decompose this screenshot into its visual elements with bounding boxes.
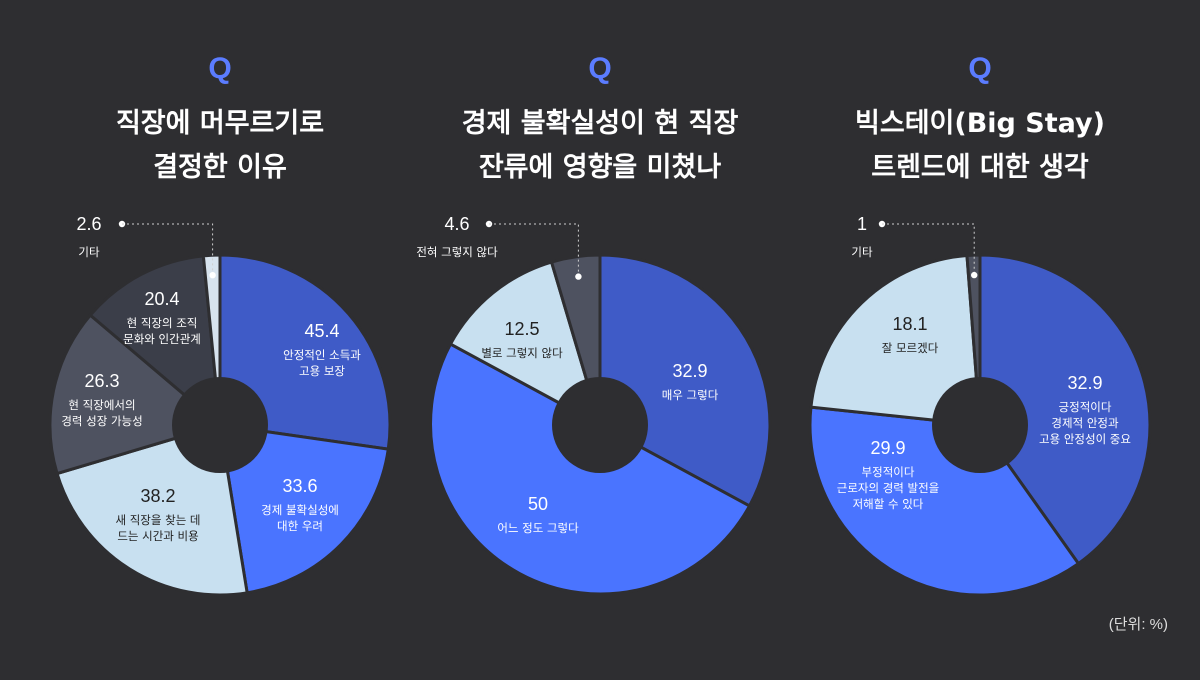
slice-label: 경제적 안정과: [1051, 416, 1119, 430]
pie-slice: [218, 423, 390, 595]
donut-hole: [172, 377, 268, 473]
slice-label: 드는 시간과 비용: [117, 529, 198, 543]
callout-value: 2.6: [76, 214, 101, 234]
slice-label: 경제 불확실성에: [261, 503, 339, 517]
slice-label: 근로자의 경력 발전을: [837, 481, 940, 495]
chart-title-line: 빅스테이(Big Stay): [855, 108, 1105, 139]
callout-line: [882, 223, 975, 276]
pie-slice: [978, 253, 1152, 566]
pie-slice: [218, 253, 392, 451]
slice-value: 50: [528, 494, 548, 514]
slice-label: 새 직장을 찾는 데: [115, 513, 200, 527]
callout-dot: [971, 271, 978, 279]
slice-label: 잘 모르겠다: [882, 341, 939, 355]
pie-slice: [808, 405, 1080, 597]
slice-value: 12.5: [504, 319, 539, 339]
slice-value: 45.4: [304, 321, 339, 341]
slice-value: 32.9: [1067, 373, 1102, 393]
callout-label: 기타: [851, 245, 873, 259]
slice-label: 부정적이다: [862, 465, 915, 479]
donut-hole: [932, 377, 1028, 473]
slice-label: 현 직장에서의: [68, 398, 135, 412]
callout-value: 1: [857, 214, 867, 234]
slice-value: 26.3: [84, 371, 119, 391]
callout-value: 4.6: [444, 214, 469, 234]
pie-slice: [88, 254, 222, 427]
chart-title-line: 트렌드에 대한 생각: [871, 152, 1089, 183]
slice-label: 어느 정도 그렇다: [497, 521, 579, 535]
slice-value: 33.6: [282, 476, 317, 496]
slice-label: 고용 보장: [299, 364, 345, 378]
slice-label: 별로 그렇지 않다: [481, 346, 563, 360]
slice-value: 38.2: [140, 486, 175, 506]
slice-label: 긍정적이다: [1059, 400, 1112, 414]
slice-label: 저해할 수 있다: [853, 497, 924, 511]
slice-label: 고용 안정성이 중요: [1039, 432, 1131, 446]
slice-label: 대한 우려: [277, 519, 323, 533]
callout-line: [122, 223, 214, 276]
chart-title-line: 결정한 이유: [153, 152, 287, 183]
callout-dot: [575, 273, 582, 280]
chart-title-line: 경제 불확실성이 현 직장: [462, 108, 739, 139]
slice-value: 18.1: [892, 314, 927, 334]
callout-label: 전혀 그렇지 않다: [416, 245, 498, 259]
slice-label: 현 직장의 조직: [127, 316, 198, 330]
q-mark: Q: [588, 52, 611, 85]
slice-label: 문화와 인간관계: [123, 332, 201, 346]
slice-value: 20.4: [144, 289, 179, 309]
slice-label: 매우 그렇다: [662, 388, 719, 402]
slice-value: 32.9: [672, 361, 707, 381]
slice-label: 경력 성장 가능성: [61, 414, 142, 428]
slice-label: 안정적인 소득과: [283, 348, 361, 362]
unit-note: (단위: %): [1108, 616, 1168, 633]
q-mark: Q: [208, 52, 231, 85]
callout-dot: [209, 272, 216, 279]
donut-hole: [552, 377, 648, 473]
callout-label: 기타: [78, 245, 100, 259]
pie-slice: [809, 254, 982, 427]
chart-title-line: 직장에 머무르기로: [116, 108, 324, 139]
chart-title-line: 잔류에 영향을 미쳤나: [479, 152, 722, 183]
slice-value: 29.9: [870, 438, 905, 458]
q-mark: Q: [968, 52, 991, 85]
